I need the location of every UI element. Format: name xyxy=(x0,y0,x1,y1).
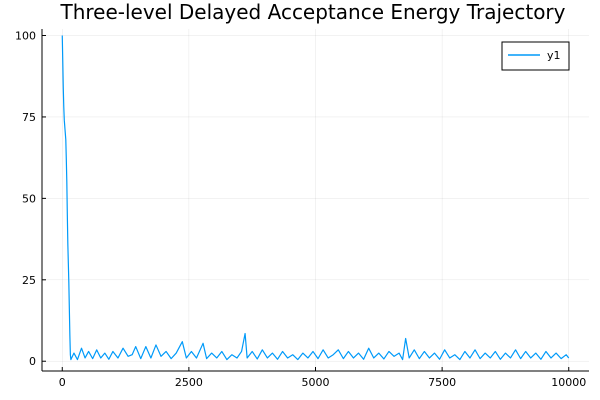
y-tick-label: 0 xyxy=(29,355,36,368)
legend-box xyxy=(501,41,570,71)
x-tick-label: 5000 xyxy=(302,376,330,389)
x-gridlines xyxy=(62,29,569,371)
y-gridlines xyxy=(42,35,589,362)
legend-label-y1: y1 xyxy=(547,49,561,62)
x-tick-label: 7500 xyxy=(428,376,456,389)
x-tick-label: 2500 xyxy=(175,376,203,389)
x-tick-label: 10000 xyxy=(551,376,586,389)
series-line-y1 xyxy=(61,35,570,361)
x-tick-label: 0 xyxy=(59,376,66,389)
y-axis-ticks: 0 25 50 75 100 xyxy=(15,30,46,368)
y-tick-label: 25 xyxy=(22,274,36,287)
chart-title: Three-level Delayed Acceptance Energy Tr… xyxy=(59,0,565,24)
series-layer xyxy=(61,35,570,361)
y-tick-label: 75 xyxy=(22,111,36,124)
legend: y1 xyxy=(501,41,570,71)
x-axis-ticks: 0 2500 5000 7500 10000 xyxy=(59,367,586,389)
y-tick-label: 100 xyxy=(15,30,36,43)
y-tick-label: 50 xyxy=(22,192,36,205)
